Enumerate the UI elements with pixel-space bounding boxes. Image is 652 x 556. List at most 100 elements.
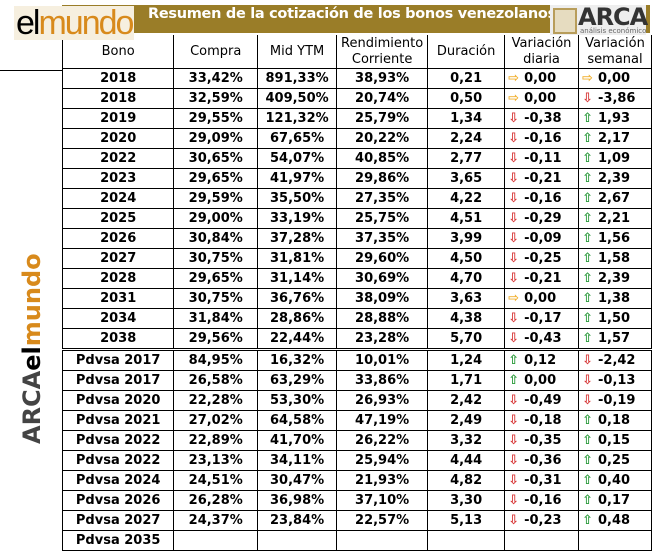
cell-variacion-semanal: ⇩ -2,42 xyxy=(578,348,652,371)
cell-mid-ytm: 67,65% xyxy=(257,128,338,149)
cell-bono: 2018 xyxy=(61,68,175,89)
cell-bono: 2034 xyxy=(61,308,175,329)
variation-value: 0,40 xyxy=(598,473,631,488)
arrow-up-icon: ⇧ xyxy=(582,331,593,346)
cell-compra: 31,84% xyxy=(173,308,259,329)
arrow-down-icon: ⇩ xyxy=(582,353,593,368)
variation-value: 1,57 xyxy=(598,331,631,346)
variation-value: 1,38 xyxy=(598,291,631,306)
cell-mid-ytm: 121,32% xyxy=(257,108,338,129)
table-row: Pdvsa 2026 26,28% 36,98% 37,10% 3,30 ⇩ -0,16 ⇧ 0… xyxy=(61,490,652,511)
table-row: Pdvsa 2024 24,51% 30,47% 21,93% 4,82 ⇩ -0,31 ⇧ 0… xyxy=(61,470,652,491)
variation-value: -0,43 xyxy=(524,331,562,346)
cell-duracion: 1,71 xyxy=(427,370,506,391)
variation-value: 1,93 xyxy=(598,111,631,126)
cell-variacion-semanal: ⇧ 0,48 xyxy=(578,510,652,531)
cell-compra: 29,09% xyxy=(173,128,259,149)
arca-logo: ARCA análisis económico xyxy=(550,3,648,35)
arrow-down-icon: ⇩ xyxy=(508,191,519,206)
cell-mid-ytm: 23,84% xyxy=(257,510,338,531)
side-watermark-logo: ARCAelmundo xyxy=(18,253,46,444)
variation-value: -0,18 xyxy=(524,413,562,428)
cell-duracion: 4,38 xyxy=(427,308,506,329)
cell-bono: 2025 xyxy=(61,208,175,229)
variation-value: 0,12 xyxy=(524,353,557,368)
variation-value: -0,17 xyxy=(524,311,562,326)
cell-mid-ytm: 35,50% xyxy=(257,188,338,209)
cell-rendimiento: 47,19% xyxy=(336,410,429,431)
arrow-down-icon: ⇩ xyxy=(508,151,519,166)
variation-value: 0,15 xyxy=(598,433,631,448)
cell-bono: Pdvsa 2035 xyxy=(61,530,175,551)
cell-bono: 2023 xyxy=(61,168,175,189)
variation-value: 1,09 xyxy=(598,151,631,166)
cell-mid-ytm: 409,50% xyxy=(257,88,338,109)
cell-variacion-semanal: ⇩ -3,86 xyxy=(578,88,652,109)
cell-variacion-diaria: ⇩ -0,31 xyxy=(504,470,579,491)
cell-mid-ytm: 33,19% xyxy=(257,208,338,229)
cell-compra: 33,42% xyxy=(173,68,259,89)
cell-bono: Pdvsa 2020 xyxy=(61,390,175,411)
bonds-table: Bono Compra Mid YTM Rendimiento Corrient… xyxy=(61,35,652,551)
elmundo-logo: elmundo xyxy=(14,4,135,42)
arrow-down-icon: ⇩ xyxy=(582,373,593,388)
cell-variacion-semanal: ⇧ 2,67 xyxy=(578,188,652,209)
cell-mid-ytm: 16,32% xyxy=(257,348,338,371)
variation-value: -0,29 xyxy=(524,211,562,226)
cell-variacion-diaria: ⇩ -0,16 xyxy=(504,188,579,209)
arrow-down-icon: ⇩ xyxy=(508,453,519,468)
variation-value: 2,39 xyxy=(598,271,631,286)
cell-mid-ytm: 31,81% xyxy=(257,248,338,269)
variation-value: -0,16 xyxy=(524,493,562,508)
cell-duracion: 3,99 xyxy=(427,228,506,249)
arrow-up-icon: ⇧ xyxy=(582,433,593,448)
cell-variacion-diaria: ⇩ -0,38 xyxy=(504,108,579,129)
variation-value: 1,58 xyxy=(598,251,631,266)
cell-variacion-diaria: ⇧ 0,00 xyxy=(504,370,579,391)
cell-variacion-semanal: ⇧ 0,18 xyxy=(578,410,652,431)
cell-mid-ytm: 37,28% xyxy=(257,228,338,249)
variation-value: 2,21 xyxy=(598,211,631,226)
cell-duracion: 1,24 xyxy=(427,348,506,371)
cell-variacion-semanal: ⇧ 0,17 xyxy=(578,490,652,511)
table-row: Pdvsa 2022 23,13% 34,11% 25,94% 4,44 ⇩ -0,36 ⇧ 0… xyxy=(61,450,652,471)
cell-rendimiento: 10,01% xyxy=(336,348,429,371)
cell-compra: 26,28% xyxy=(173,490,259,511)
variation-value: -0,21 xyxy=(524,171,562,186)
arrow-down-icon: ⇩ xyxy=(508,413,519,428)
page-title: Resumen de la cotización de los bonos ve… xyxy=(148,6,556,22)
table-row: 2018 33,42% 891,33% 38,93% 0,21 ⇨ 0,00 ⇨ 0,00 xyxy=(61,68,652,89)
cell-rendimiento: 40,85% xyxy=(336,148,429,169)
cell-mid-ytm: 63,29% xyxy=(257,370,338,391)
cell-mid-ytm: 891,33% xyxy=(257,68,338,89)
header-bono: Bono xyxy=(61,35,175,69)
cell-variacion-diaria: ⇩ -0,36 xyxy=(504,450,579,471)
cell-rendimiento xyxy=(336,530,429,551)
arca-logo-subtitle: análisis económico xyxy=(580,27,647,35)
variation-value: 0,00 xyxy=(524,91,557,106)
cell-duracion: 2,42 xyxy=(427,390,506,411)
arrow-up-icon: ⇧ xyxy=(582,493,593,508)
cell-compra: 32,59% xyxy=(173,88,259,109)
cell-bono: 2018 xyxy=(61,88,175,109)
header-duracion: Duración xyxy=(427,35,506,69)
cell-rendimiento: 23,28% xyxy=(336,328,429,350)
cell-compra: 29,00% xyxy=(173,208,259,229)
variation-value: -0,13 xyxy=(598,373,636,388)
cell-variacion-semanal: ⇧ 0,25 xyxy=(578,450,652,471)
variation-value: -0,09 xyxy=(524,231,562,246)
cell-duracion: 0,21 xyxy=(427,68,506,89)
cell-bono: 2028 xyxy=(61,268,175,289)
variation-value: -0,38 xyxy=(524,111,562,126)
variation-value: 0,00 xyxy=(524,291,557,306)
arca-box-icon xyxy=(553,8,577,34)
cell-compra xyxy=(173,530,259,551)
cell-compra: 24,37% xyxy=(173,510,259,531)
cell-mid-ytm: 31,14% xyxy=(257,268,338,289)
arrow-up-icon: ⇧ xyxy=(582,151,593,166)
cell-compra: 30,75% xyxy=(173,288,259,309)
arrow-down-icon: ⇩ xyxy=(508,231,519,246)
cell-compra: 23,13% xyxy=(173,450,259,471)
table-row: 2023 29,65% 41,97% 29,86% 3,65 ⇩ -0,21 ⇧ 2,39 xyxy=(61,168,652,189)
arrow-up-icon: ⇧ xyxy=(582,291,593,306)
